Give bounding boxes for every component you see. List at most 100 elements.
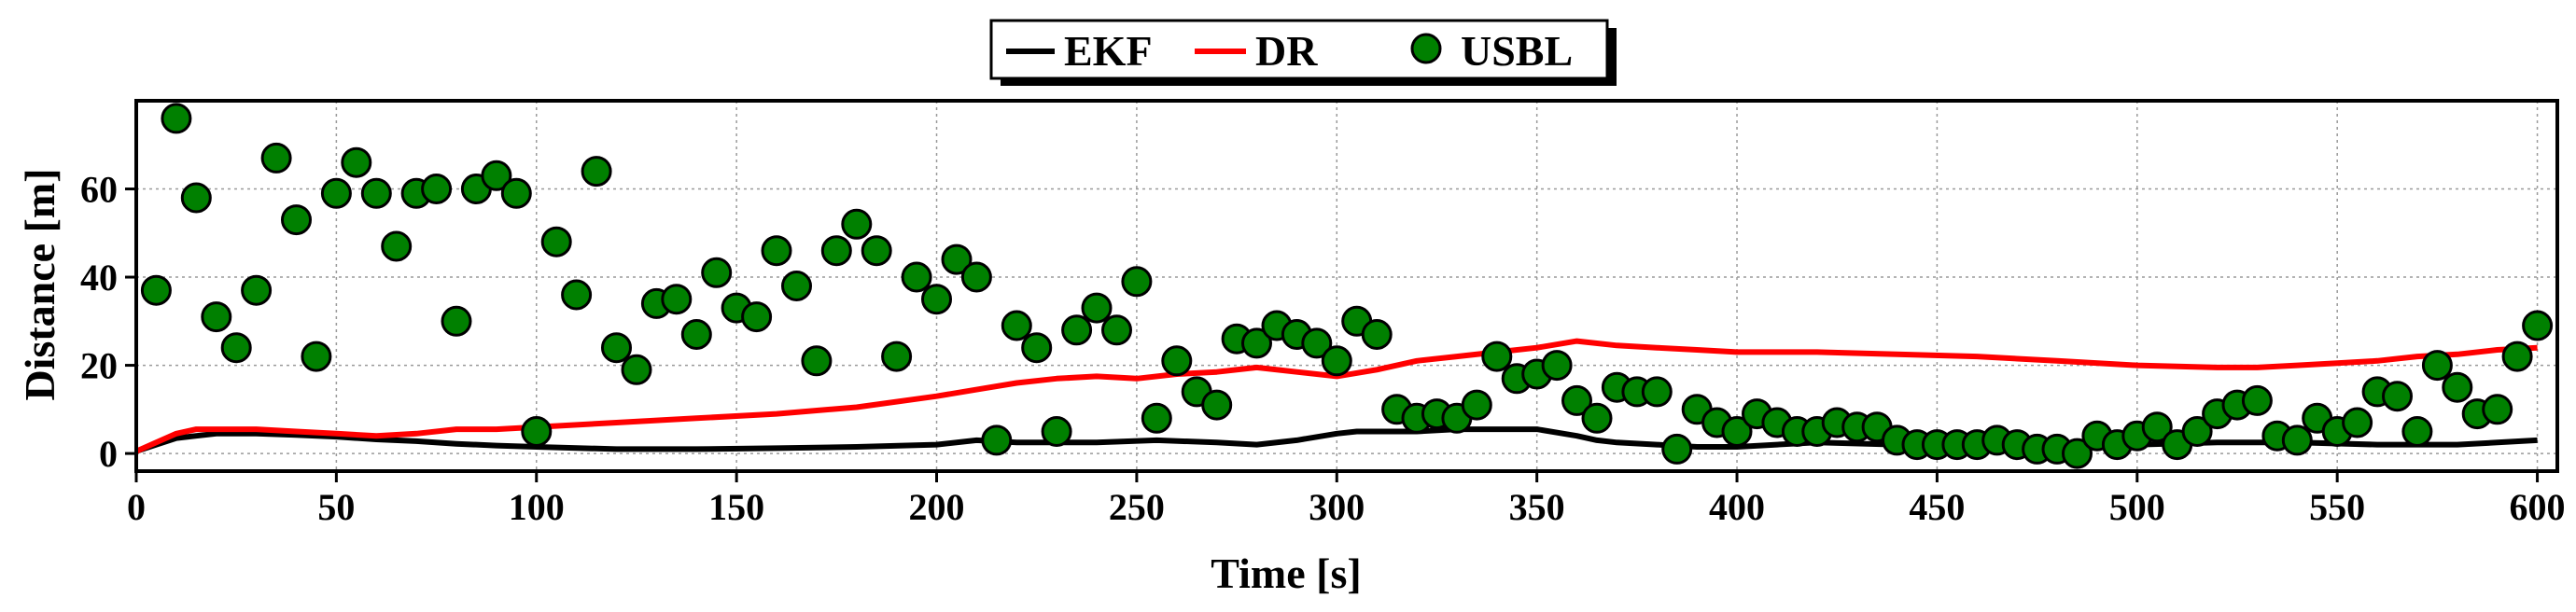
data-point-usbl: [220, 332, 252, 364]
data-point-usbl: [1721, 416, 1753, 447]
data-point-usbl: [741, 301, 773, 333]
data-point-usbl: [2522, 310, 2554, 341]
data-point-usbl: [661, 284, 693, 315]
x-tick-label: 450: [1909, 486, 1965, 528]
data-point-usbl: [201, 301, 232, 333]
data-point-usbl: [781, 271, 812, 301]
x-tick-label: 350: [1509, 486, 1565, 528]
data-point-usbl: [1201, 389, 1233, 421]
data-point-usbl: [500, 177, 532, 209]
legend-label-dr: DR: [1255, 27, 1318, 75]
data-point-usbl: [1041, 416, 1072, 447]
data-point-usbl: [941, 243, 973, 275]
data-point-usbl: [1081, 292, 1113, 324]
data-point-usbl: [861, 235, 892, 267]
data-point-usbl: [561, 279, 593, 311]
data-point-usbl: [441, 305, 472, 337]
data-point-usbl: [2382, 381, 2413, 412]
y-axis-ticks: 0 20 40 60: [80, 169, 136, 475]
data-point-usbl: [241, 274, 273, 306]
data-point-usbl: [161, 103, 192, 134]
data-point-usbl: [1101, 314, 1132, 346]
data-point-usbl: [1481, 341, 1513, 372]
legend-label-ekf: EKF: [1064, 27, 1153, 75]
data-point-usbl: [2401, 416, 2433, 447]
data-point-usbl: [2501, 341, 2533, 372]
data-point-usbl: [1141, 402, 1172, 434]
x-tick-label: 50: [317, 486, 355, 528]
x-tick-label: 400: [1709, 486, 1765, 528]
data-point-usbl: [341, 146, 372, 178]
series-layer: [134, 103, 2554, 469]
data-point-usbl: [540, 226, 572, 257]
data-point-usbl: [1581, 402, 1613, 434]
data-point-usbl: [1061, 314, 1093, 346]
y-tick-label: 60: [80, 169, 118, 211]
data-point-usbl: [960, 261, 992, 293]
data-point-usbl: [381, 230, 413, 262]
data-point-usbl: [2181, 416, 2213, 447]
plot-frame: [134, 99, 2559, 473]
data-point-usbl: [680, 319, 712, 350]
x-tick-label: 600: [2510, 486, 2566, 528]
data-point-usbl: [761, 235, 792, 267]
x-tick-label: 300: [1309, 486, 1365, 528]
data-point-usbl: [621, 354, 652, 385]
y-tick-label: 40: [80, 257, 118, 299]
data-point-usbl: [1641, 376, 1673, 408]
data-point-usbl: [2342, 407, 2373, 438]
data-point-usbl: [801, 345, 833, 377]
data-point-usbl: [1121, 266, 1153, 298]
data-point-usbl: [2062, 438, 2093, 469]
x-tick-label: 250: [1109, 486, 1165, 528]
x-axis-ticks: 0 50 100 150 200 250 300 350 400 450 500 550 600: [127, 471, 2566, 528]
data-point-usbl: [1301, 327, 1333, 359]
data-point-usbl: [1361, 319, 1393, 350]
x-tick-label: 150: [708, 486, 764, 528]
series-line-dr: [134, 338, 2538, 454]
data-point-usbl: [901, 261, 932, 293]
data-point-usbl: [140, 274, 172, 306]
data-point-usbl: [2482, 394, 2513, 425]
data-point-usbl: [301, 341, 332, 372]
data-point-usbl: [481, 160, 512, 191]
x-tick-label: 0: [127, 486, 146, 528]
data-point-usbl: [180, 182, 212, 214]
data-point-usbl: [521, 416, 553, 447]
data-point-usbl: [881, 341, 913, 372]
data-point-usbl: [2141, 411, 2173, 443]
data-point-usbl: [2281, 424, 2313, 456]
x-tick-label: 550: [2309, 486, 2365, 528]
data-point-usbl: [820, 235, 852, 267]
data-point-usbl: [981, 424, 1013, 456]
data-point-usbl: [1021, 332, 1053, 364]
x-axis-label: Time [s]: [1211, 549, 1361, 597]
data-point-usbl: [2421, 350, 2453, 382]
legend-swatch-usbl: [1410, 33, 1442, 64]
data-point-usbl: [701, 257, 733, 288]
data-point-usbl: [360, 177, 392, 209]
x-tick-label: 200: [909, 486, 965, 528]
y-tick-label: 20: [80, 345, 118, 387]
x-tick-label: 500: [2109, 486, 2165, 528]
data-point-usbl: [921, 284, 952, 315]
legend: EKF DR USBL: [989, 19, 1617, 86]
data-point-usbl: [1241, 327, 1272, 359]
data-point-usbl: [581, 156, 612, 188]
data-point-usbl: [260, 142, 292, 174]
data-point-usbl: [2241, 384, 2273, 416]
data-point-usbl: [2442, 371, 2473, 403]
data-point-usbl: [1321, 345, 1352, 377]
x-tick-label: 100: [509, 486, 565, 528]
data-point-usbl: [1161, 345, 1193, 377]
data-point-usbl: [1461, 389, 1492, 421]
data-point-usbl: [1561, 384, 1592, 416]
legend-label-usbl: USBL: [1461, 27, 1573, 75]
data-point-usbl: [320, 177, 352, 209]
data-point-usbl: [281, 204, 312, 236]
data-point-usbl: [421, 174, 453, 204]
y-axis-label: Distance [m]: [16, 168, 63, 400]
